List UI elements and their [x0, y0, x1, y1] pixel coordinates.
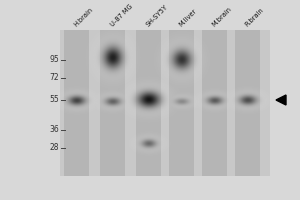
Bar: [235, 30, 260, 176]
Text: 28: 28: [49, 144, 59, 152]
Text: U-87 MG: U-87 MG: [109, 4, 134, 28]
Bar: [202, 30, 227, 176]
Text: M.brain: M.brain: [211, 6, 233, 28]
Text: M.liver: M.liver: [178, 8, 198, 28]
Text: 95: 95: [49, 55, 59, 64]
Text: 36: 36: [49, 126, 59, 134]
Bar: [64, 30, 89, 176]
Text: SH-SY5Y: SH-SY5Y: [145, 4, 169, 28]
Text: 72: 72: [49, 73, 59, 82]
Bar: [60, 30, 270, 176]
Text: H.brain: H.brain: [73, 7, 94, 28]
Bar: [100, 30, 125, 176]
Polygon shape: [276, 95, 286, 105]
Bar: [136, 30, 161, 176]
Text: 55: 55: [49, 96, 59, 104]
Text: R.brain: R.brain: [244, 7, 265, 28]
Bar: [169, 30, 194, 176]
